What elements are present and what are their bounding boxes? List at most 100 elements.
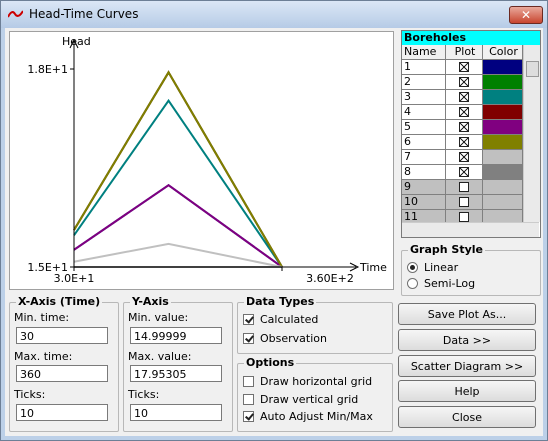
scroll-thumb[interactable] bbox=[526, 61, 539, 77]
column-header: Name bbox=[402, 45, 446, 60]
field-label: Ticks: bbox=[14, 388, 46, 401]
plot-cell bbox=[446, 75, 483, 90]
field-label: Ticks: bbox=[128, 388, 160, 401]
close-dialog-button[interactable]: Close bbox=[398, 406, 536, 428]
radio[interactable] bbox=[407, 262, 418, 273]
radio-label[interactable]: Semi-Log bbox=[424, 277, 476, 290]
scatter-button[interactable]: Scatter Diagram >> bbox=[398, 355, 536, 377]
color-cell bbox=[483, 90, 523, 105]
color-cell bbox=[483, 195, 523, 210]
y-axis-label: Head bbox=[62, 35, 91, 48]
column-header: Plot bbox=[446, 45, 483, 60]
color-cell bbox=[483, 120, 523, 135]
checkbox[interactable] bbox=[243, 376, 254, 387]
field-label: Min. value: bbox=[128, 311, 189, 324]
plot-checkbox[interactable] bbox=[459, 197, 469, 207]
series-line bbox=[73, 183, 283, 268]
graph-style-group: Graph Style Linear Semi-Log bbox=[401, 243, 541, 296]
radio[interactable] bbox=[407, 278, 418, 289]
options-group: Options Draw horizontal grid Draw vertic… bbox=[237, 356, 393, 432]
table-row: 9 bbox=[402, 180, 523, 195]
save-plot-button[interactable]: Save Plot As... bbox=[398, 303, 536, 325]
checkbox-label[interactable]: Observation bbox=[260, 332, 327, 345]
x-axis-label: Time bbox=[359, 261, 387, 274]
name-cell: 8 bbox=[402, 165, 446, 180]
ticks-input[interactable]: 10 bbox=[130, 404, 222, 421]
color-cell bbox=[483, 150, 523, 165]
plot-checkbox[interactable] bbox=[459, 167, 469, 177]
plot-cell bbox=[446, 180, 483, 195]
table-row: 6 bbox=[402, 135, 523, 150]
table-row: 1 bbox=[402, 60, 523, 75]
y-tick-label: 1.8E+1 bbox=[27, 63, 68, 76]
field-label: Min. time: bbox=[14, 311, 70, 324]
radio-label[interactable]: Linear bbox=[424, 261, 459, 274]
plot-checkbox[interactable] bbox=[459, 107, 469, 117]
plot-checkbox[interactable] bbox=[459, 122, 469, 132]
name-cell: 4 bbox=[402, 105, 446, 120]
checkbox-label[interactable]: Calculated bbox=[260, 313, 319, 326]
series-line bbox=[73, 98, 283, 268]
plot-cell bbox=[446, 150, 483, 165]
series-line bbox=[73, 183, 283, 268]
plot-cell bbox=[446, 135, 483, 150]
table-row: 4 bbox=[402, 105, 523, 120]
plot-checkbox[interactable] bbox=[459, 92, 469, 102]
plot-checkbox[interactable] bbox=[459, 62, 469, 72]
field-label: Max. time: bbox=[14, 350, 73, 363]
table-row: 3 bbox=[402, 90, 523, 105]
plot-checkbox[interactable] bbox=[459, 152, 469, 162]
group-title: Graph Style bbox=[408, 243, 485, 256]
plot-cell bbox=[446, 120, 483, 135]
plot-cell bbox=[446, 105, 483, 120]
series-line bbox=[73, 242, 283, 268]
plot-checkbox[interactable] bbox=[459, 137, 469, 147]
horizontal-scrollbar[interactable] bbox=[402, 222, 539, 237]
data-types-group: Data Types Calculated Observation bbox=[237, 295, 393, 354]
name-cell: 1 bbox=[402, 60, 446, 75]
checkbox-label[interactable]: Auto Adjust Min/Max bbox=[260, 410, 373, 423]
data-button[interactable]: Data >> bbox=[398, 329, 536, 351]
color-cell bbox=[483, 60, 523, 75]
y-tick-label: 1.5E+1 bbox=[27, 261, 68, 274]
app-icon bbox=[8, 10, 23, 18]
plot-checkbox[interactable] bbox=[459, 182, 469, 192]
plot-cell bbox=[446, 165, 483, 180]
checkbox[interactable] bbox=[243, 411, 254, 422]
max-input[interactable]: 17.95305 bbox=[130, 365, 222, 382]
ticks-input[interactable]: 10 bbox=[16, 404, 108, 421]
name-cell: 9 bbox=[402, 180, 446, 195]
name-cell: 2 bbox=[402, 75, 446, 90]
chart: Head Time 1.5E+1 1.8E+1 3.0E+1 3.60E+2 bbox=[9, 31, 394, 290]
plot-checkbox[interactable] bbox=[459, 212, 469, 222]
group-title: Data Types bbox=[244, 295, 317, 308]
name-cell: 10 bbox=[402, 195, 446, 210]
x-axis-arrow bbox=[349, 262, 360, 272]
name-cell: 7 bbox=[402, 150, 446, 165]
min-input[interactable]: 14.99999 bbox=[130, 327, 222, 344]
name-cell: 6 bbox=[402, 135, 446, 150]
field-label: Max. value: bbox=[128, 350, 192, 363]
color-cell bbox=[483, 135, 523, 150]
checkbox[interactable] bbox=[243, 333, 254, 344]
color-cell bbox=[483, 165, 523, 180]
checkbox[interactable] bbox=[243, 314, 254, 325]
group-title: X-Axis (Time) bbox=[16, 295, 103, 308]
help-button[interactable]: Help bbox=[398, 380, 536, 402]
vertical-scrollbar[interactable] bbox=[523, 45, 540, 222]
plot-checkbox[interactable] bbox=[459, 77, 469, 87]
close-button[interactable]: ✕ bbox=[509, 6, 543, 24]
checkbox-label[interactable]: Draw vertical grid bbox=[260, 393, 359, 406]
group-title: Options bbox=[244, 356, 297, 369]
client-area: Head Time 1.5E+1 1.8E+1 3.0E+1 3.60E+2 Boreho… bbox=[5, 28, 543, 436]
min-input[interactable]: 30 bbox=[16, 327, 108, 344]
table-row: 10 bbox=[402, 195, 523, 210]
checkbox-label[interactable]: Draw horizontal grid bbox=[260, 375, 373, 388]
checkbox[interactable] bbox=[243, 394, 254, 405]
table-row: 2 bbox=[402, 75, 523, 90]
series-line bbox=[73, 70, 283, 268]
y-axis-arrow bbox=[69, 38, 79, 49]
max-input[interactable]: 360 bbox=[16, 365, 108, 382]
table-row: 5 bbox=[402, 120, 523, 135]
